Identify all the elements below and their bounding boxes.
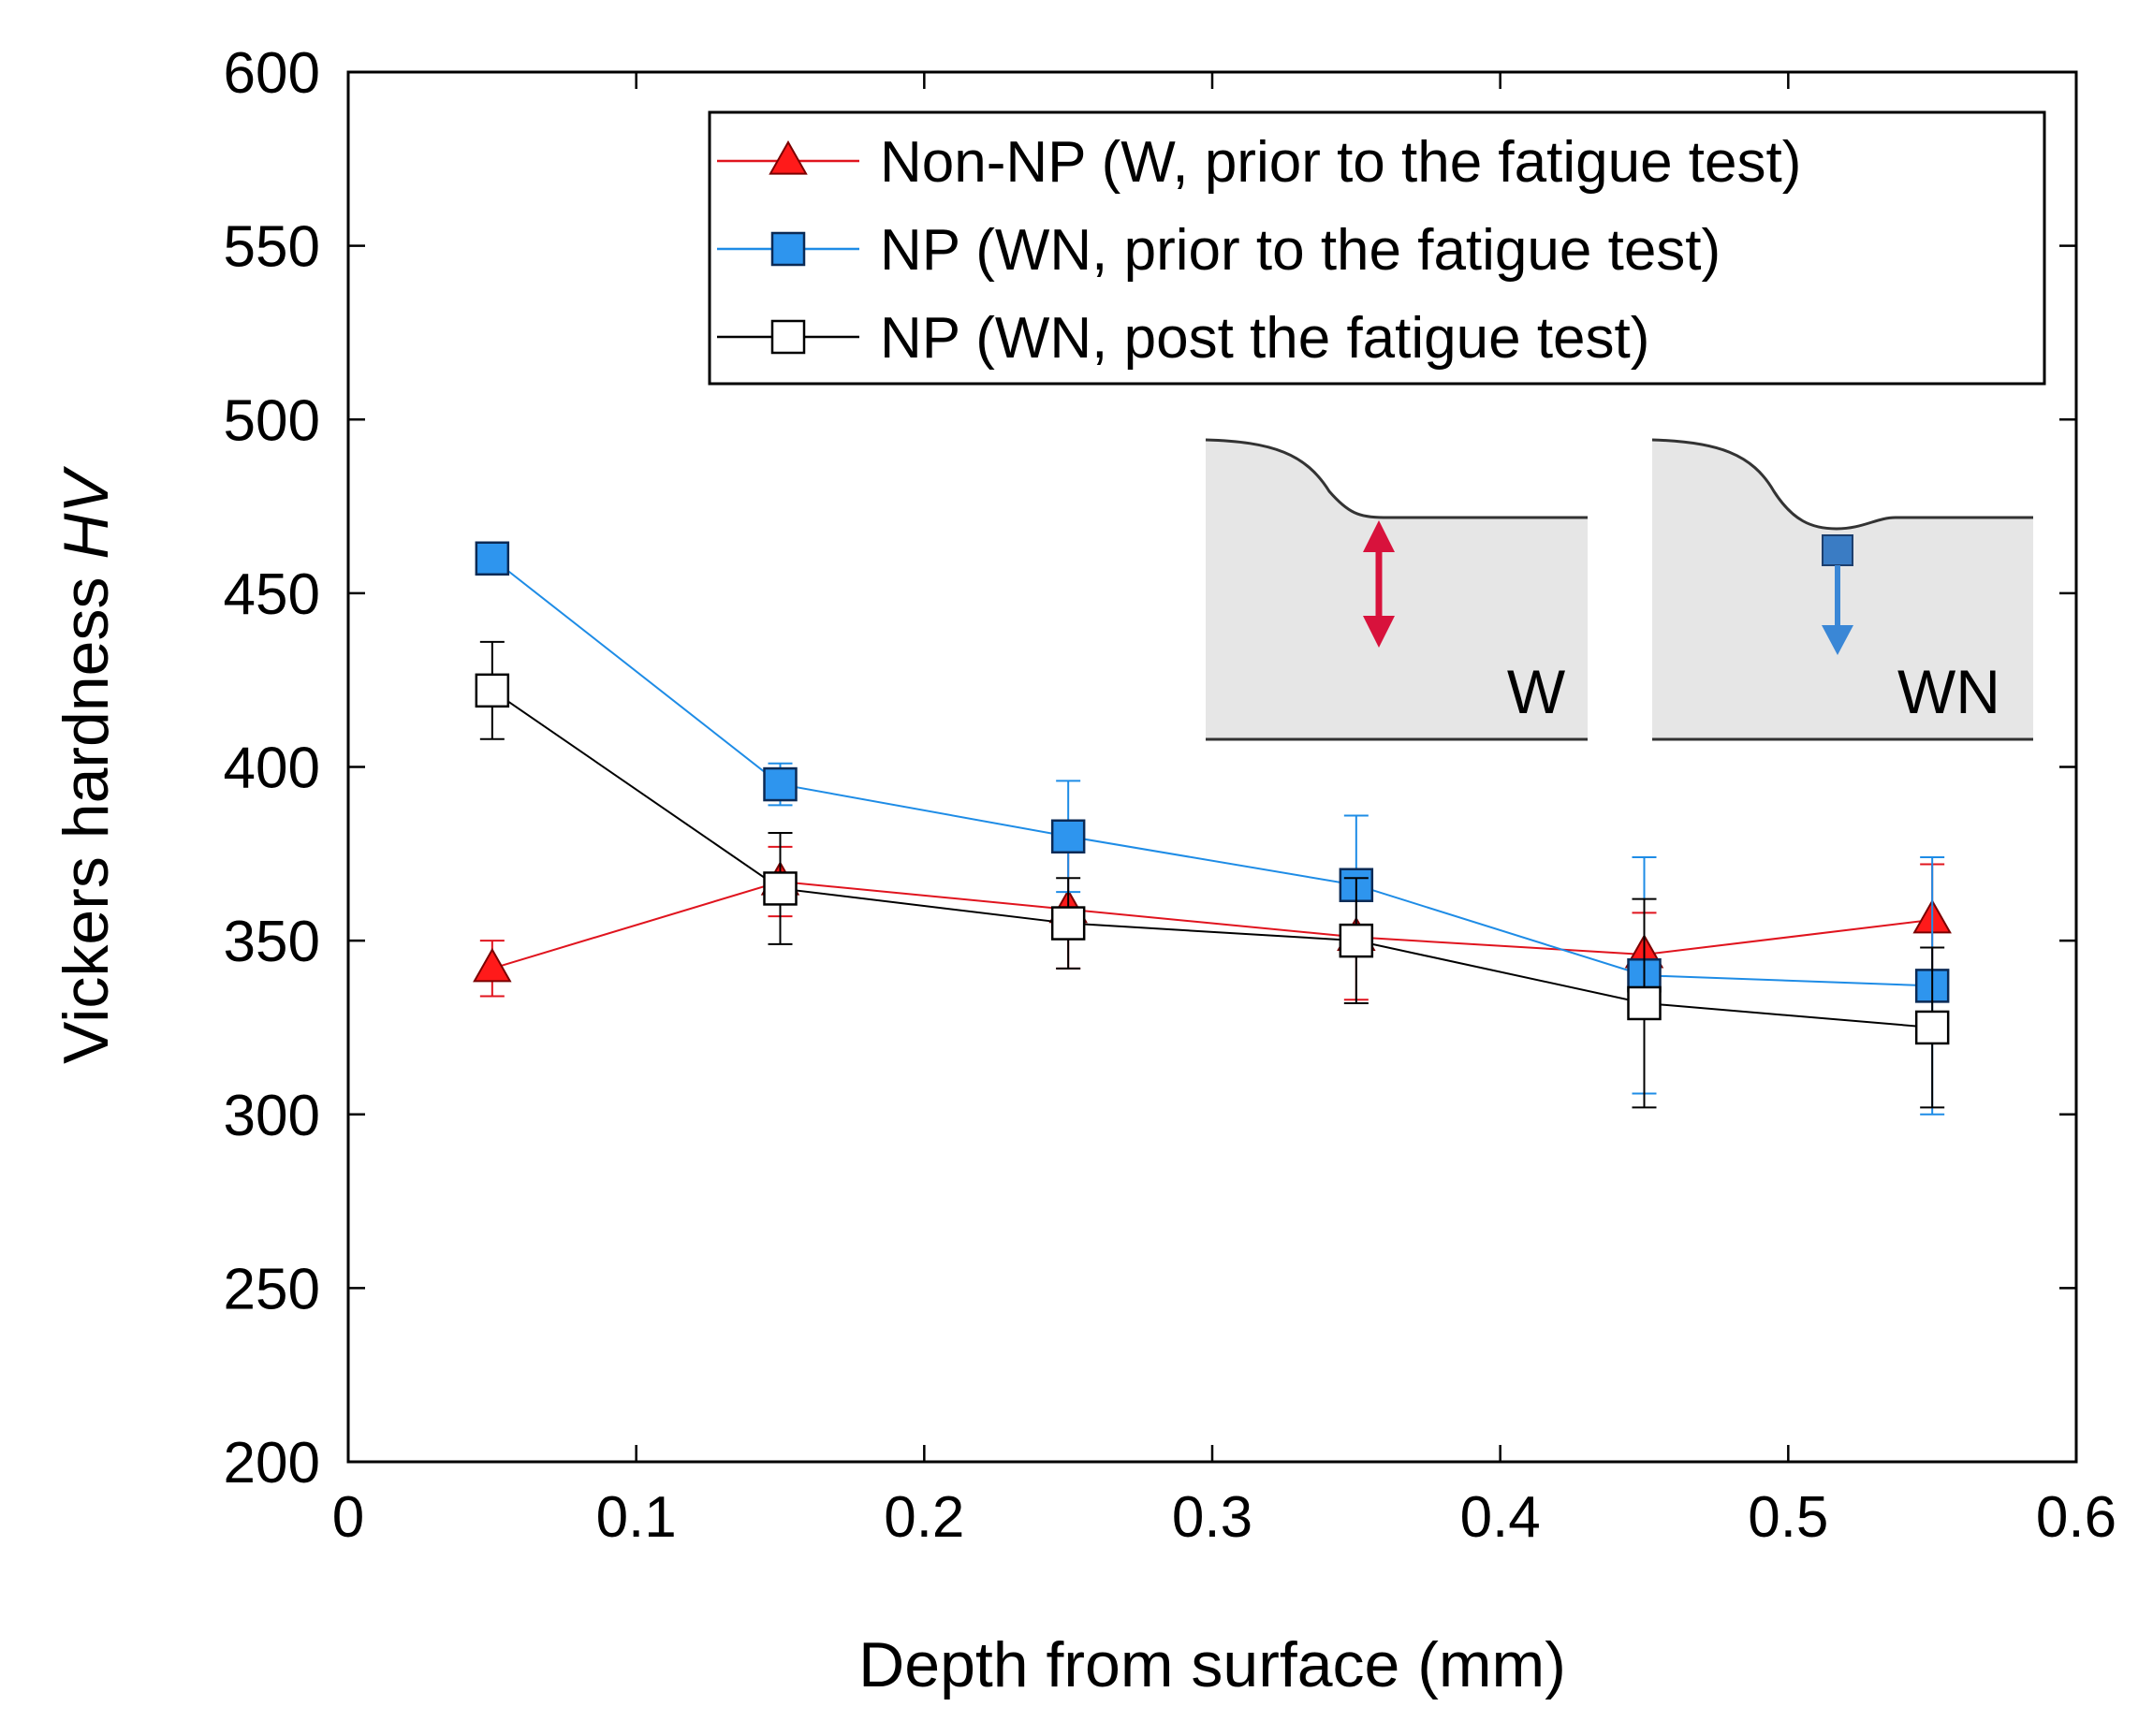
series-1 (475, 541, 1950, 1116)
data-point (475, 673, 510, 708)
y-axis-title: Vickers hardness HV (51, 466, 122, 1064)
specimen-surface (1205, 438, 1588, 519)
down-arrow-head (1822, 625, 1853, 655)
legend-marker (770, 319, 806, 355)
y-tick-label: 350 (224, 910, 320, 974)
inset-panel-w: W (1205, 438, 1588, 741)
inset-panel-wn: WN (1651, 438, 2033, 741)
data-point (1914, 1010, 1950, 1045)
series-line (491, 880, 1933, 970)
y-axis-title-symbol: HV (51, 466, 122, 560)
data-point (1050, 906, 1086, 941)
axis-ticks: 0 0.1 0.2 0.3 0.4 0.5 0.6 200 250 300 350 400 450 500… (224, 41, 2117, 1550)
x-tick-label: 0.4 (1460, 1485, 1541, 1550)
legend-box (708, 110, 2046, 386)
legend-label: NP (WN, post the fatigue test) (880, 306, 1649, 371)
data-point (763, 871, 798, 906)
y-tick-label: 400 (224, 737, 320, 801)
data-point (475, 541, 510, 576)
y-tick-label: 200 (224, 1431, 320, 1495)
data-point (1050, 819, 1086, 853)
double-arrow-head (1363, 616, 1395, 648)
data-point (473, 947, 512, 983)
legend-label: Non-NP (W, prior to the fatigue test) (880, 130, 1801, 195)
specimen-body (1652, 440, 2033, 739)
specimen-body (1206, 440, 1588, 739)
legend: Non-NP (W, prior to the fatigue test) NP … (708, 110, 2046, 386)
y-tick-label: 600 (224, 41, 320, 106)
x-axis-title: Depth from surface (mm) (858, 1629, 1566, 1700)
x-tick-label: 0.5 (1748, 1485, 1828, 1550)
y-tick-label: 450 (224, 562, 320, 627)
plot-area (473, 541, 1952, 1116)
inset-diagram: W WN (1205, 438, 2033, 741)
x-tick-label: 0 (332, 1485, 364, 1550)
series-2 (475, 640, 1950, 1109)
y-tick-label: 300 (224, 1084, 320, 1148)
inset-label-w: W (1507, 657, 1566, 726)
series-line (491, 690, 1933, 1028)
data-point (1627, 985, 1662, 1021)
legend-marker (770, 231, 806, 267)
double-arrow-head (1363, 520, 1395, 552)
legend-marker (769, 139, 808, 175)
data-point (1339, 923, 1374, 958)
y-tick-label: 500 (224, 388, 320, 453)
y-tick-label: 550 (224, 215, 320, 280)
series-line (491, 557, 1933, 987)
x-tick-label: 0.6 (2036, 1485, 2116, 1550)
x-tick-label: 0.3 (1172, 1485, 1252, 1550)
specimen-surface (1651, 438, 2033, 531)
y-tick-label: 250 (224, 1257, 320, 1321)
measurement-point (1822, 534, 1853, 566)
x-tick-label: 0.2 (884, 1485, 964, 1550)
series-0 (473, 845, 1952, 1001)
legend-label: NP (WN, prior to the fatigue test) (880, 218, 1721, 283)
data-point (763, 766, 798, 802)
y-axis-title-text: Vickers hardness (51, 560, 122, 1064)
x-tick-label: 0.1 (596, 1485, 677, 1550)
inset-label-wn: WN (1897, 657, 2000, 726)
